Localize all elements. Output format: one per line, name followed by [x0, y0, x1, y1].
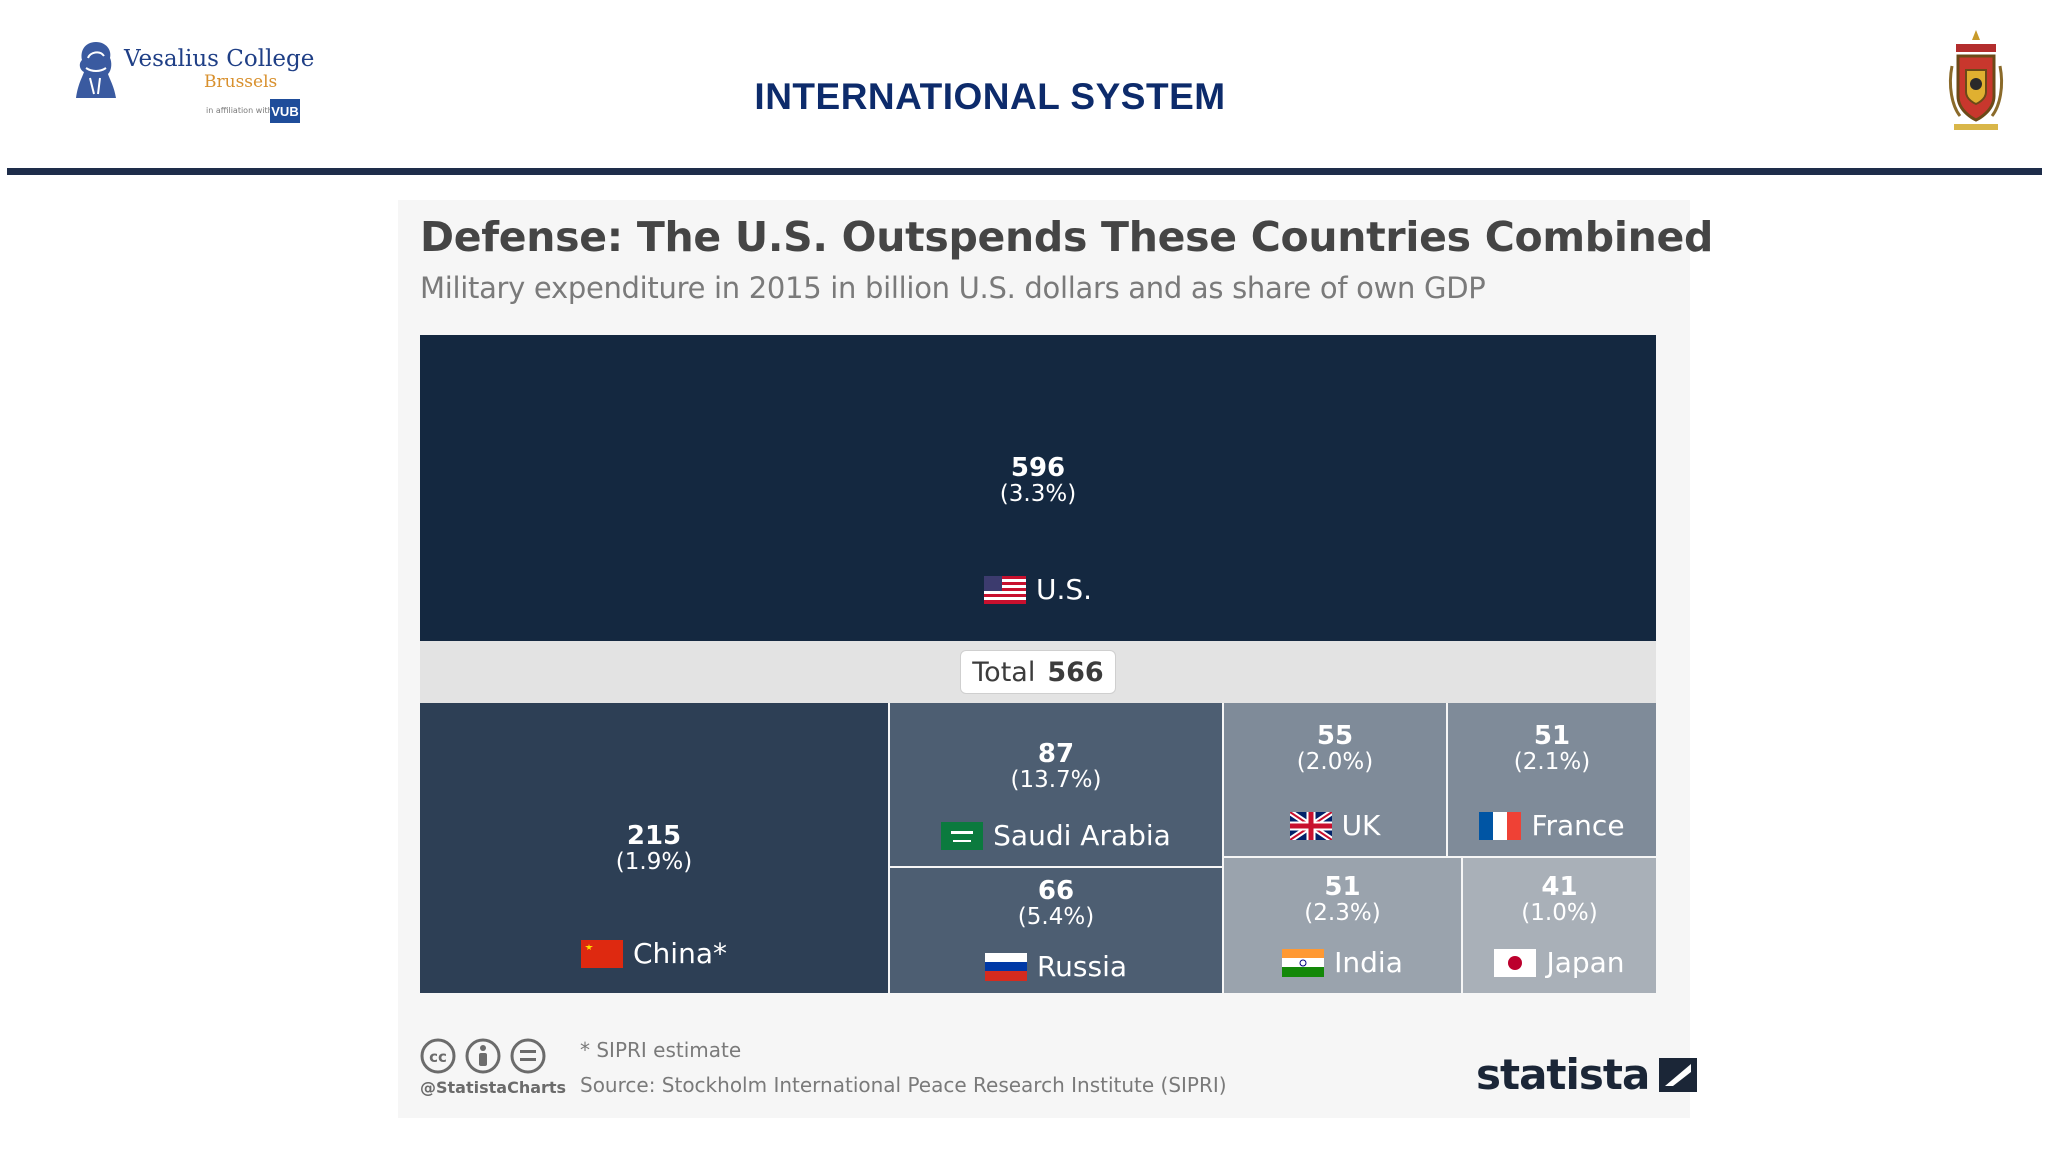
- tile-share: (2.0%): [1296, 749, 1374, 775]
- tile-country: Japan: [1463, 946, 1656, 979]
- treemap-tile-russia: 66 (5.4%) Russia: [890, 868, 1222, 993]
- cc-license-icons: cc: [420, 1038, 546, 1074]
- tile-country: India: [1224, 946, 1461, 979]
- tile-value: 51: [1324, 872, 1361, 902]
- crest-icon: [1948, 30, 2004, 130]
- vesalius-portrait-icon: [76, 42, 116, 98]
- tile-share: (5.4%): [1017, 904, 1095, 930]
- total-label: Total: [972, 656, 1036, 688]
- india-flag-icon: [1282, 948, 1325, 977]
- tile-country: U.S.: [420, 573, 1656, 606]
- statista-logo: statista: [1476, 1050, 1698, 1099]
- china-flag-icon: [581, 939, 623, 968]
- tile-value: 51: [1533, 721, 1571, 751]
- total-value: 566: [1047, 656, 1104, 688]
- tile-country: Russia: [890, 950, 1222, 983]
- saudi-arabia-flag-icon: [941, 821, 984, 850]
- tile-country: Saudi Arabia: [890, 819, 1222, 852]
- treemap-tile-u-s: 596 (3.3%) U.S.: [420, 335, 1656, 641]
- vesalius-logo: Vesalius College Brussels in affiliation…: [72, 38, 332, 138]
- statista-wordmark: statista: [1476, 1050, 1650, 1099]
- tile-share: (3.3%): [999, 481, 1077, 507]
- logo-city: Brussels: [204, 72, 278, 92]
- treemap-tile-france: 51 (2.1%) France: [1448, 703, 1656, 856]
- france-flag-icon: [1479, 811, 1522, 840]
- vub-logo: VUB: [270, 99, 300, 123]
- svg-text:cc: cc: [429, 1048, 447, 1066]
- treemap-tile-saudi-arabia: 87 (13.7%) Saudi Arabia: [890, 703, 1222, 866]
- treemap-tile-japan: 41 (1.0%) Japan: [1463, 858, 1656, 993]
- tile-value: 41: [1541, 872, 1578, 902]
- tile-share: (2.3%): [1304, 900, 1381, 926]
- treemap-tile-uk: 55 (2.0%) UK: [1224, 703, 1446, 856]
- total-band: Total 566: [420, 641, 1656, 703]
- logo-name: Vesalius College: [124, 46, 315, 72]
- footnote: * SIPRI estimate: [580, 1038, 742, 1062]
- tile-value: 55: [1316, 721, 1354, 751]
- chart-subtitle: Military expenditure in 2015 in billion …: [420, 271, 1486, 305]
- source-note: Source: Stockholm International Peace Re…: [580, 1073, 1227, 1097]
- treemap-plot: 596 (3.3%) U.S. Total 566 215 (1.9%) China* 87 (1…: [420, 335, 1656, 993]
- tile-share: (1.9%): [615, 849, 693, 875]
- tile-share: (1.0%): [1521, 900, 1598, 926]
- tile-share: (2.1%): [1513, 749, 1591, 775]
- logo-affiliation: in affiliation with: [206, 106, 273, 115]
- uk-flag-icon: [1289, 811, 1332, 840]
- treemap-tile-china: 215 (1.9%) China*: [420, 703, 888, 993]
- tile-value: 215: [626, 821, 682, 851]
- u-s-flag-icon: [983, 575, 1026, 604]
- japan-flag-icon: [1494, 948, 1537, 977]
- tile-value: 596: [1010, 453, 1066, 483]
- statista-handle: @StatistaCharts: [420, 1078, 567, 1097]
- total-badge: Total 566: [960, 650, 1116, 694]
- tile-value: 87: [1037, 739, 1075, 769]
- tile-country: UK: [1224, 809, 1446, 842]
- tile-country: France: [1448, 809, 1656, 842]
- statista-mark-icon: [1659, 1057, 1698, 1092]
- tile-value: 66: [1037, 876, 1075, 906]
- header-rule: [7, 168, 2042, 175]
- tile-country: China*: [420, 937, 888, 970]
- chart-title: Defense: The U.S. Outspends These Countr…: [420, 213, 1714, 261]
- treemap-tile-india: 51 (2.3%) India: [1224, 858, 1461, 993]
- slide-title: INTERNATIONAL SYSTEM: [754, 76, 1226, 117]
- tile-share: (13.7%): [1010, 767, 1102, 793]
- russia-flag-icon: [984, 952, 1027, 981]
